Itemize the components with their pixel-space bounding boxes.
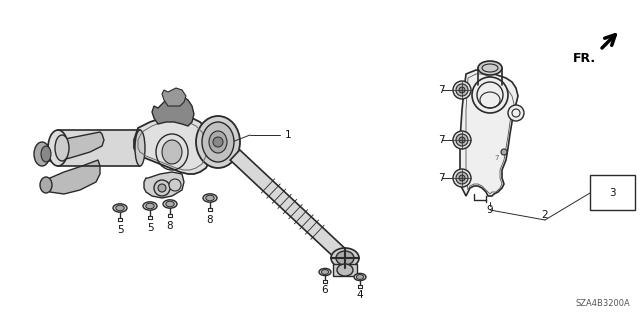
Ellipse shape [48, 130, 68, 166]
Ellipse shape [34, 142, 50, 166]
Bar [590, 175, 635, 210]
Ellipse shape [337, 264, 353, 276]
Text: 6: 6 [322, 285, 328, 295]
Ellipse shape [154, 180, 170, 196]
Ellipse shape [163, 200, 177, 208]
Text: 5: 5 [147, 223, 154, 233]
Ellipse shape [55, 135, 69, 161]
Polygon shape [46, 160, 100, 194]
Polygon shape [230, 150, 350, 263]
Ellipse shape [331, 248, 359, 268]
Ellipse shape [41, 146, 51, 162]
Ellipse shape [206, 195, 214, 201]
Ellipse shape [453, 81, 471, 99]
Ellipse shape [209, 131, 227, 153]
Ellipse shape [319, 268, 331, 276]
Text: 8: 8 [166, 221, 173, 231]
Ellipse shape [336, 251, 354, 265]
Text: 8: 8 [207, 215, 213, 225]
Polygon shape [460, 70, 518, 196]
Bar [333, 264, 357, 276]
Text: 4: 4 [356, 290, 364, 300]
Ellipse shape [135, 130, 145, 166]
Ellipse shape [456, 134, 468, 146]
Ellipse shape [453, 131, 471, 149]
Ellipse shape [459, 137, 465, 143]
Text: 5: 5 [116, 225, 124, 235]
Ellipse shape [478, 61, 502, 75]
Text: 7: 7 [495, 155, 499, 161]
Ellipse shape [146, 203, 154, 209]
Text: 9: 9 [486, 205, 493, 215]
Polygon shape [152, 96, 194, 126]
Ellipse shape [40, 177, 52, 193]
Ellipse shape [472, 77, 508, 113]
Ellipse shape [354, 273, 366, 281]
Ellipse shape [321, 270, 328, 274]
Ellipse shape [202, 122, 234, 162]
Polygon shape [58, 130, 140, 166]
Ellipse shape [456, 172, 468, 184]
Text: 7: 7 [438, 173, 445, 183]
Ellipse shape [456, 84, 468, 96]
Polygon shape [134, 116, 212, 174]
Text: SZA4B3200A: SZA4B3200A [575, 299, 630, 308]
Polygon shape [162, 88, 186, 106]
Polygon shape [40, 132, 104, 162]
Text: 1: 1 [285, 130, 292, 140]
Text: 2: 2 [541, 210, 548, 220]
Ellipse shape [113, 204, 127, 212]
Ellipse shape [166, 201, 174, 207]
Ellipse shape [213, 137, 223, 147]
Ellipse shape [501, 149, 507, 155]
Text: FR.: FR. [573, 52, 596, 65]
Ellipse shape [356, 275, 364, 279]
Ellipse shape [453, 169, 471, 187]
Ellipse shape [459, 87, 465, 93]
Ellipse shape [116, 205, 124, 211]
Text: 3: 3 [609, 188, 615, 198]
Ellipse shape [162, 140, 182, 164]
Ellipse shape [158, 184, 166, 192]
Polygon shape [144, 172, 184, 198]
Ellipse shape [196, 116, 240, 168]
Text: 7: 7 [438, 135, 445, 145]
Ellipse shape [169, 179, 181, 191]
Ellipse shape [203, 194, 217, 202]
Ellipse shape [508, 105, 524, 121]
Ellipse shape [143, 202, 157, 210]
Ellipse shape [459, 175, 465, 181]
Text: 7: 7 [438, 85, 445, 95]
